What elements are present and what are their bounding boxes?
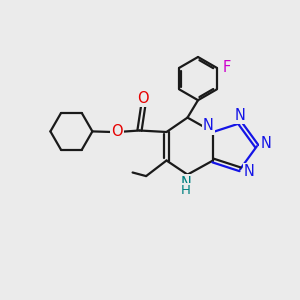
Text: H: H — [181, 184, 191, 197]
Text: O: O — [112, 124, 123, 140]
Text: F: F — [222, 60, 230, 75]
Text: N: N — [244, 164, 254, 179]
Text: N: N — [260, 136, 271, 151]
Text: O: O — [137, 91, 149, 106]
Text: N: N — [235, 108, 245, 123]
Text: N: N — [203, 118, 214, 134]
Text: N: N — [181, 176, 191, 190]
